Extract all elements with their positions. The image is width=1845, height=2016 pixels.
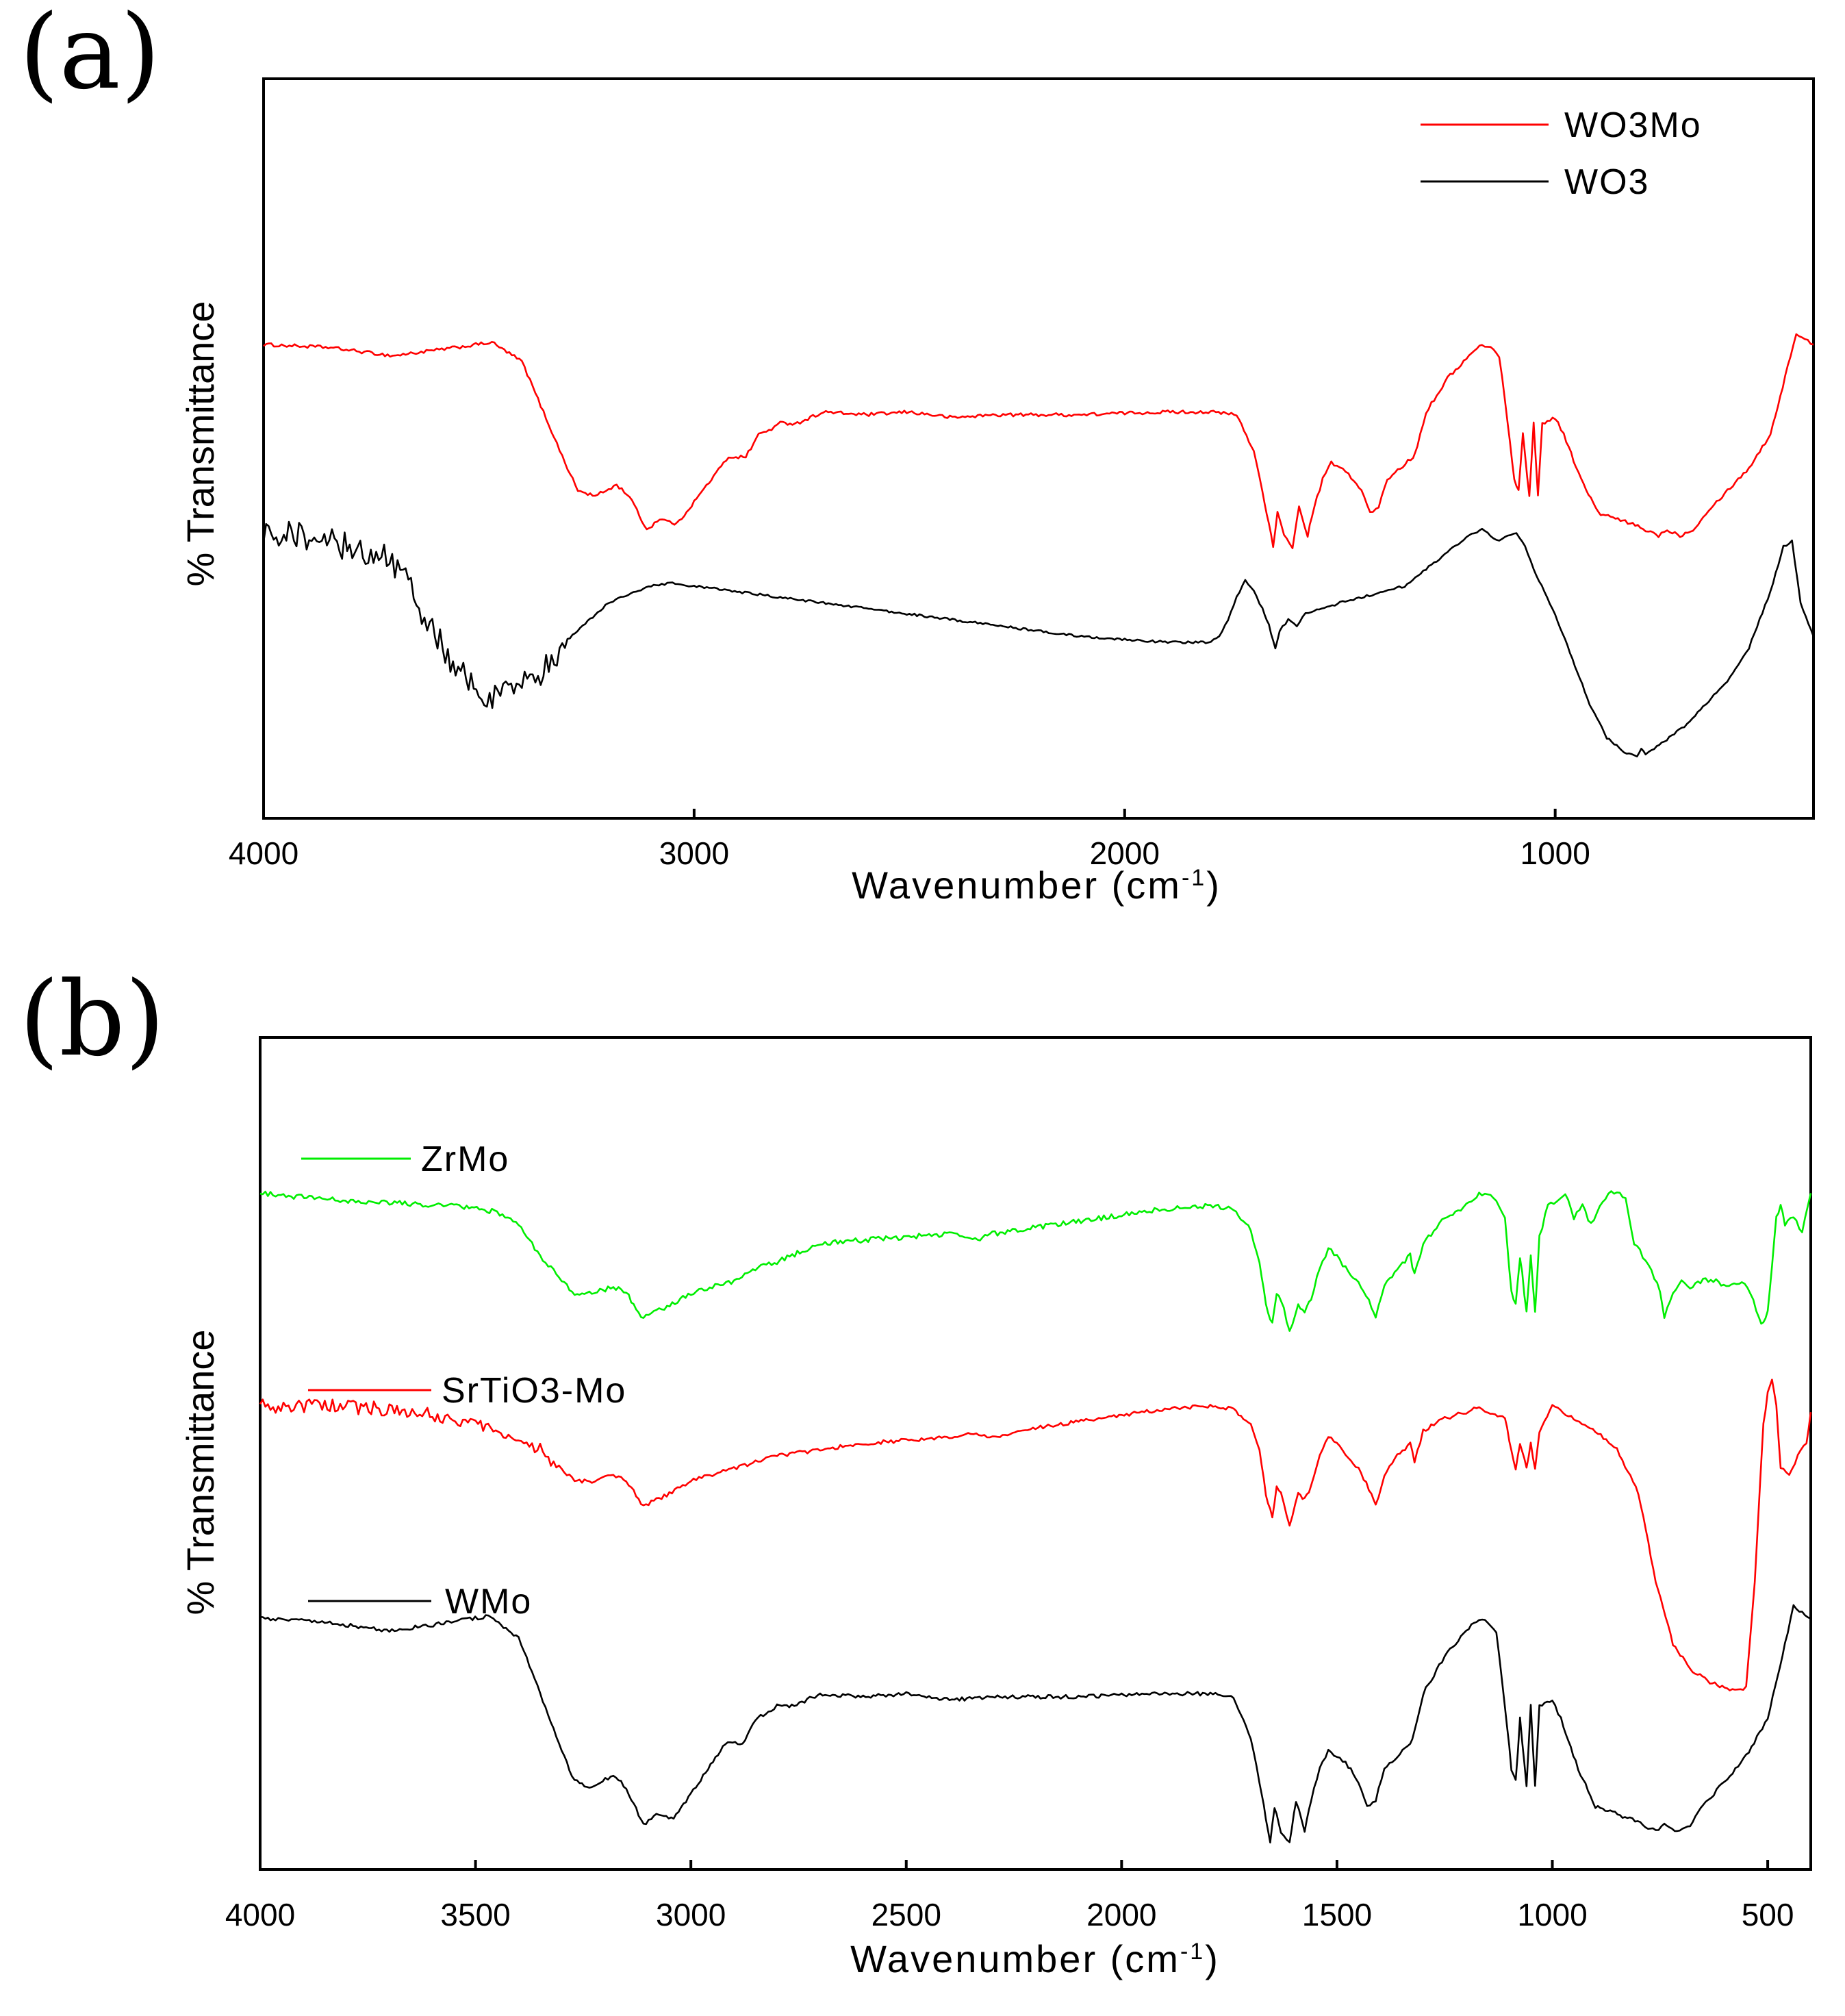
x-tick-label: 1000 — [1520, 835, 1590, 871]
panel-a-x-axis-title: Wavenumber (cm-1) — [852, 864, 1221, 907]
panel-b-xlabel-close: ) — [1205, 1937, 1220, 1980]
panel-b-plot-frame — [259, 1036, 1812, 1871]
panel-a-xlabel-superscript: -1 — [1182, 865, 1206, 891]
panel-a-plot-frame — [262, 77, 1815, 820]
panel-b-series — [259, 1190, 1812, 1843]
panel-a-label: (a) — [19, 0, 160, 112]
panel-a-x-ticks: 4000 3000 2000 1000 — [229, 809, 1590, 871]
panel-b-x-ticks: 4000 3500 3000 2500 2000 1500 1000 500 — [225, 1860, 1794, 1932]
panel-b-legend: ZrMo SrTiO3-Mo WMo — [301, 1139, 626, 1622]
panel-b-xlabel-text: Wavenumber (cm — [850, 1937, 1180, 1980]
panel-a: (a) 4000 3000 2000 1000 Wavenumber (cm-1) %… — [19, 0, 1815, 907]
legend-label-zrmo: ZrMo — [421, 1139, 509, 1179]
series-line-wmo — [259, 1604, 1811, 1843]
x-tick-label: 3500 — [440, 1897, 510, 1932]
x-tick-label: 2500 — [871, 1897, 941, 1932]
x-tick-label: 3000 — [659, 835, 729, 871]
series-line-zrmo — [259, 1190, 1812, 1332]
panel-a-y-axis-title: % Transmittance — [179, 301, 222, 586]
panel-a-series — [262, 333, 1815, 757]
panel-a-xlabel-close: ) — [1206, 864, 1221, 907]
panel-a-xlabel-text: Wavenumber (cm — [852, 864, 1182, 907]
panel-b: (b) 4000 3500 3000 2500 2000 1500 1000 500 Wave… — [19, 960, 1812, 1980]
x-tick-label: 1000 — [1517, 1897, 1587, 1932]
x-tick-label: 3000 — [656, 1897, 726, 1932]
panel-a-legend: WO3Mo WO3 — [1421, 105, 1702, 202]
x-tick-label: 4000 — [229, 835, 298, 871]
x-tick-label: 4000 — [225, 1897, 295, 1932]
x-tick-label: 500 — [1742, 1897, 1794, 1932]
series-line-srtio3-mo — [259, 1378, 1812, 1691]
x-tick-label: 2000 — [1090, 835, 1160, 871]
panel-b-y-axis-title: % Transmittance — [179, 1329, 222, 1615]
legend-label-srtio3-mo: SrTiO3-Mo — [442, 1371, 626, 1411]
x-tick-label: 1500 — [1302, 1897, 1372, 1932]
panel-b-label: (b) — [19, 960, 165, 1079]
legend-label-wo3mo: WO3Mo — [1564, 105, 1702, 145]
legend-label-wo3: WO3 — [1564, 162, 1649, 202]
series-line-wo3 — [262, 520, 1815, 757]
legend-label-wmo: WMo — [445, 1582, 532, 1622]
panel-b-x-axis-title: Wavenumber (cm-1) — [850, 1937, 1220, 1980]
x-tick-label: 2000 — [1086, 1897, 1156, 1932]
panel-b-xlabel-superscript: -1 — [1180, 1939, 1205, 1965]
series-line-wo3mo — [263, 333, 1814, 549]
